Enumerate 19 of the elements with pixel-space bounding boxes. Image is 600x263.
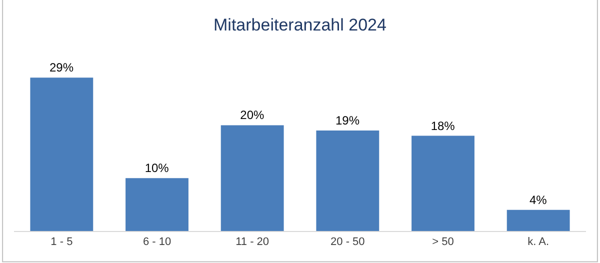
chart-title: Mitarbeiteranzahl 2024 bbox=[214, 15, 386, 34]
bar bbox=[30, 78, 94, 231]
data-label: 29% bbox=[49, 60, 74, 75]
data-label: 18% bbox=[430, 118, 456, 133]
bar bbox=[220, 125, 284, 231]
x-tick-label: k. A. bbox=[528, 236, 550, 248]
bar bbox=[412, 136, 474, 231]
data-label: 10% bbox=[144, 161, 170, 176]
x-tick-label: 6 - 10 bbox=[142, 236, 172, 248]
x-tick-label: > 50 bbox=[432, 236, 454, 248]
x-tick-label: 20 - 50 bbox=[330, 236, 365, 248]
x-tick-label: 1 - 5 bbox=[50, 236, 73, 248]
data-label: 4% bbox=[529, 192, 548, 207]
data-label: 20% bbox=[240, 108, 265, 122]
bar bbox=[126, 178, 188, 231]
bar bbox=[506, 210, 570, 231]
data-label: 19% bbox=[335, 114, 360, 128]
x-tick-label: 11 - 20 bbox=[236, 236, 270, 248]
bar bbox=[316, 130, 380, 231]
